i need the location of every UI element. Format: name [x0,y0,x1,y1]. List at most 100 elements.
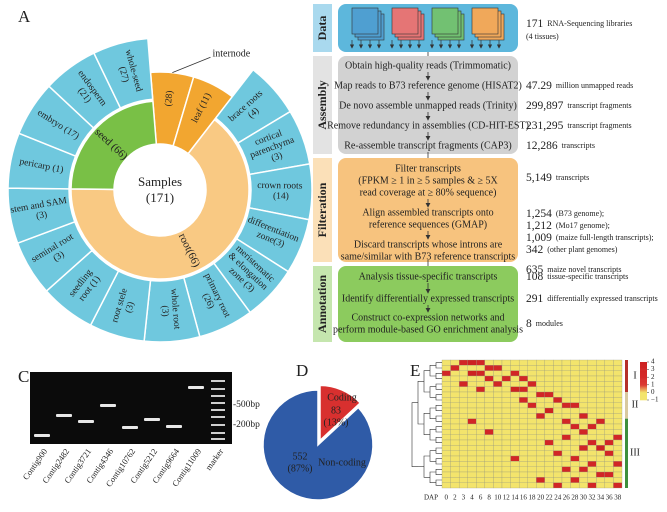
heat-cell [450,423,460,430]
dendrogram [429,365,436,377]
heat-cell [544,397,554,403]
heat-cell [518,455,528,462]
heat-cell [458,471,468,478]
heat-cell [510,370,520,377]
colorbar-step [640,383,647,386]
heat-cell [587,445,597,451]
heat-cell [501,407,511,414]
heat-cell [587,370,597,377]
colorbar-step [640,398,647,400]
colorbar-step [640,396,647,398]
heat-cell [604,402,614,409]
stage-box [338,266,518,342]
heat-cell [441,391,451,398]
heat-cell [570,466,580,473]
heat-cell [484,407,494,414]
heat-cell [510,439,520,446]
dendrogram [423,455,430,478]
result-text: 1,254 (B73 genome); [526,205,604,222]
heat-cell [570,391,580,398]
heat-cell [476,413,486,419]
result-number: 299,897 [526,100,564,112]
result-label: million unmapped reads [556,81,633,90]
heat-cell [587,450,597,457]
heat-cell [544,375,554,382]
heat-cell [587,413,597,419]
heat-cell [467,450,477,457]
heat-cell [587,402,597,409]
heat-cell [570,429,580,435]
heat-cell [604,429,614,435]
result-label: differentially expressed transcripts [547,294,657,303]
heat-cell [553,375,563,382]
column-label: 20 [537,494,545,502]
heat-cell [527,423,537,430]
result-label: tissue-specific transcripts [547,272,628,281]
heat-cell [441,418,451,425]
heat-cell [450,445,460,451]
heat-cell [501,381,511,387]
heat-cell [501,455,511,462]
stage-side [313,158,332,262]
result-label: (maize full-length transcripts); [556,233,654,242]
heat-cell [484,439,494,446]
heat-cell [450,386,460,393]
dendrogram [429,450,436,462]
colorbar-step [640,381,647,384]
dendrogram [435,373,442,379]
pie-slice [319,384,362,443]
heat-cell [493,375,503,382]
heat-cell [450,471,460,478]
heat-cell [476,450,486,457]
heat-cell [604,466,614,473]
heat-cell [450,370,460,377]
colorbar-step [640,369,647,371]
heat-cell [578,413,588,419]
heat-cell [493,477,503,483]
heat-cell [458,445,468,451]
step-text: De novo assemble unmapped reads (Trinity… [339,100,517,111]
result-number: 5,149 [526,172,552,184]
heat-cell [510,423,520,430]
heat-cell [604,471,614,478]
heat-cell [510,386,520,393]
colorbar-step [640,387,647,389]
result-label: transcripts [556,173,589,182]
column-label: 3 [462,494,466,502]
heat-cell [587,391,597,398]
dendrogram [435,447,442,454]
result-text: (4 tissues) [526,32,559,41]
heat-cell [510,461,520,467]
gel-band [144,418,160,421]
colorbar-step [640,368,647,370]
panel-letter: E [410,361,420,380]
heat-cell [493,359,503,366]
column-label: 18 [529,494,537,502]
heat-cell [467,471,477,478]
heat-cell [536,359,546,366]
result-label: RNA-Sequencing libraries [547,19,632,28]
heat-cell [587,423,597,430]
colorbar-step [640,367,647,369]
result-number: 47.29 [526,80,552,92]
heat-cell [493,445,503,451]
heat-cell [510,429,520,435]
heat-cell [527,397,537,403]
heat-cell [561,413,571,419]
heat-cell [613,375,623,382]
result-label: transcript fragments [567,121,631,130]
heat-cell [578,381,588,387]
heat-cell [476,359,486,366]
heat-cell [467,407,477,414]
heat-cell [578,429,588,435]
heat-cell [476,423,486,430]
result-label: modules [536,319,563,328]
heat-cell [493,365,503,371]
heat-cell [596,423,606,430]
heat-cell [501,461,511,467]
result-number: 231,295 [526,120,564,132]
heat-cell [613,397,623,403]
heat-cell [501,375,511,382]
result-text: 12,286 transcripts [526,137,595,154]
heat-cell [561,471,571,478]
